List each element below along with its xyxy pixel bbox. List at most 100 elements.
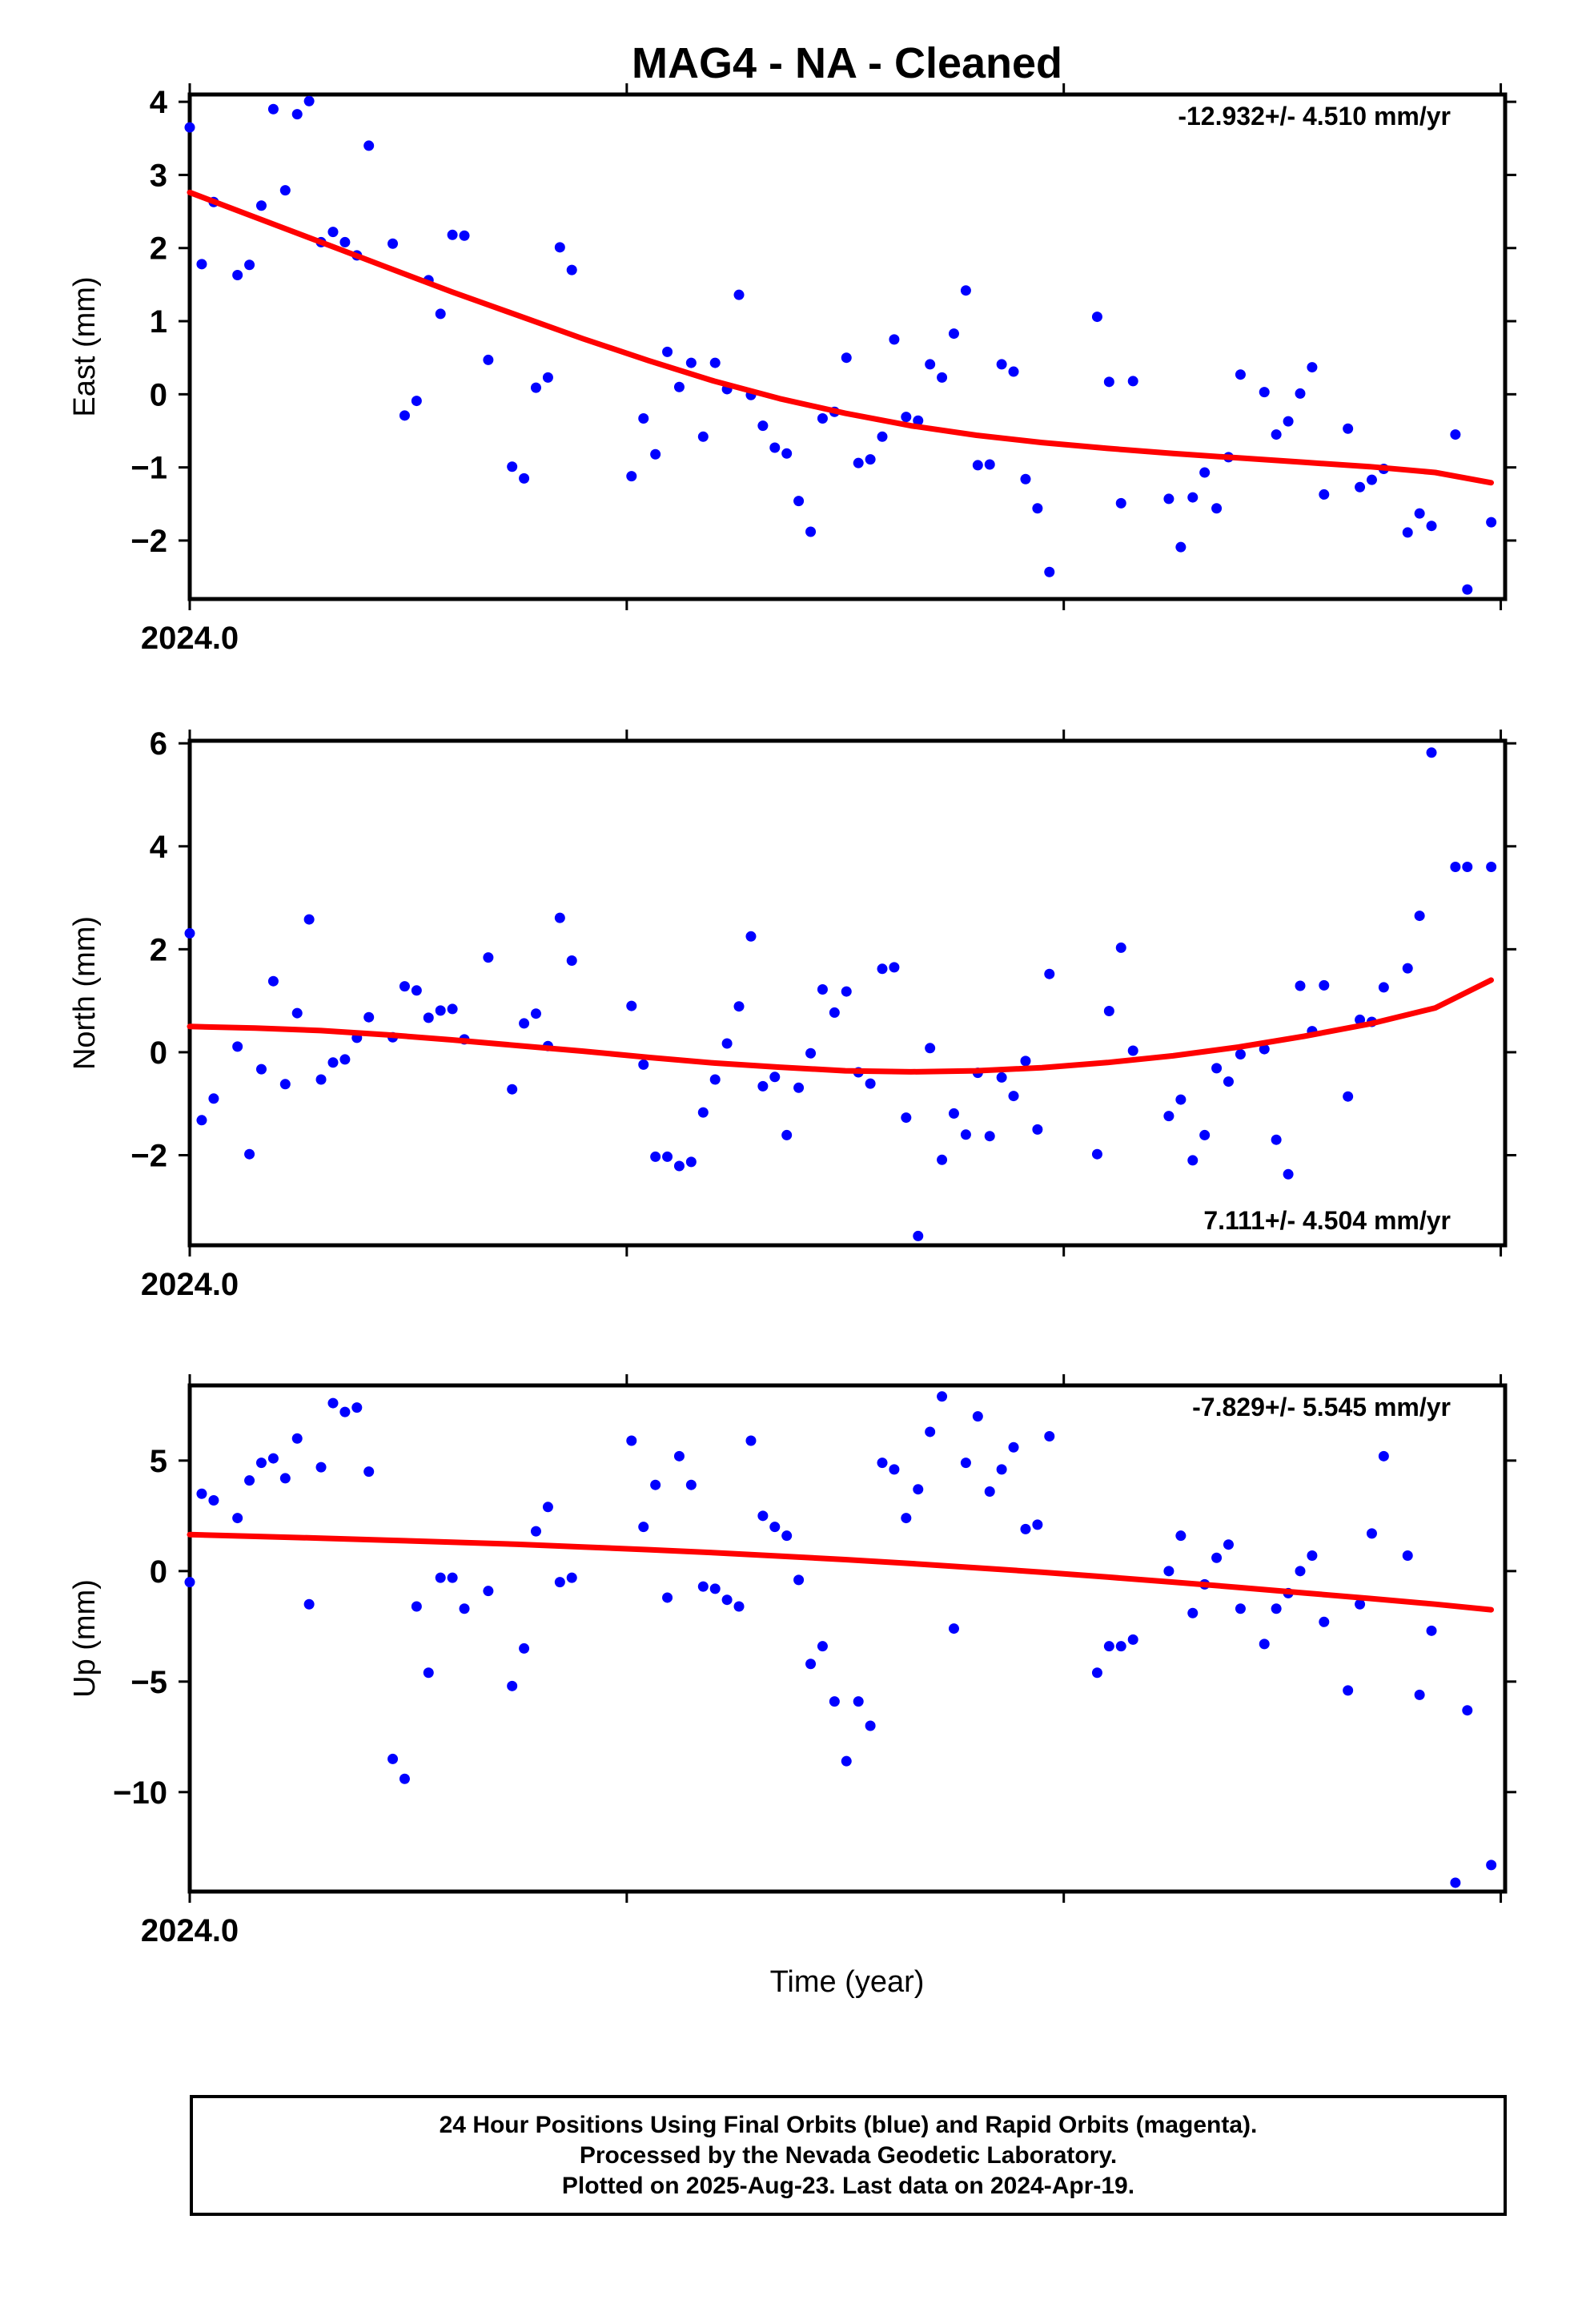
data-point: [1295, 980, 1306, 991]
data-point: [327, 227, 339, 238]
data-point: [781, 1129, 793, 1140]
data-point: [733, 1001, 745, 1012]
data-point: [709, 357, 721, 368]
data-point: [769, 1072, 781, 1083]
data-point: [507, 461, 518, 472]
data-point: [757, 420, 769, 432]
data-point: [291, 109, 303, 120]
data-point: [1426, 1625, 1437, 1636]
data-point: [566, 264, 577, 275]
data-point: [184, 1577, 195, 1588]
data-point: [339, 1054, 351, 1065]
data-point: [817, 984, 828, 995]
data-point: [937, 372, 948, 383]
data-point: [769, 442, 781, 453]
data-point: [267, 975, 279, 987]
data-point: [721, 1594, 733, 1606]
data-point: [1414, 1689, 1425, 1700]
data-point: [650, 1479, 661, 1490]
data-point: [913, 1230, 924, 1241]
data-point: [937, 1154, 948, 1165]
data-point: [1008, 1441, 1019, 1453]
data-point: [829, 1696, 840, 1707]
data-point: [1414, 508, 1425, 519]
y-tick-label: −2: [130, 524, 167, 559]
data-point: [507, 1084, 518, 1095]
data-point: [1008, 366, 1019, 377]
data-point: [889, 1464, 900, 1475]
plot-frame: [187, 92, 1508, 601]
data-point: [1271, 429, 1282, 440]
data-point: [1103, 1641, 1114, 1652]
data-point: [1175, 541, 1186, 553]
data-point: [208, 1093, 219, 1104]
data-point: [1211, 1552, 1223, 1563]
data-point: [817, 412, 828, 424]
footer-line-1: 24 Hour Positions Using Final Orbits (bl…: [439, 2111, 1258, 2138]
data-point: [542, 1502, 553, 1513]
data-point: [1032, 503, 1043, 514]
data-point: [925, 359, 936, 370]
data-point: [889, 962, 900, 973]
data-point: [459, 1603, 470, 1614]
data-point: [1091, 312, 1102, 323]
plot-frame: [187, 738, 1508, 1248]
data-point: [960, 1458, 971, 1469]
data-point: [315, 1462, 327, 1473]
data-point: [745, 1435, 757, 1446]
data-point: [530, 1008, 541, 1019]
data-point: [1175, 1530, 1186, 1542]
y-axis-label: Up (mm): [68, 1579, 102, 1698]
data-point: [447, 1572, 458, 1583]
data-point: [1127, 376, 1138, 387]
data-point: [1127, 1634, 1138, 1645]
data-point: [1008, 1091, 1019, 1102]
x-tick-label: 2024.0: [141, 1267, 239, 1302]
y-tick-label: 0: [150, 377, 167, 412]
data-point: [650, 1151, 661, 1162]
data-point: [1486, 862, 1497, 872]
data-point: [303, 95, 315, 107]
data-point: [1044, 968, 1055, 979]
data-point: [638, 412, 649, 424]
data-point: [1032, 1519, 1043, 1530]
data-point: [255, 1458, 267, 1469]
data-point: [507, 1680, 518, 1691]
panel-2: −2 0 2 4 6 2024.0 North (mm) 7.111+/- 4.504 mm/…: [68, 726, 1516, 1302]
data-point: [483, 1586, 494, 1597]
data-point: [626, 1000, 637, 1011]
data-point: [1091, 1667, 1102, 1679]
data-point: [1343, 1685, 1354, 1696]
data-point: [745, 931, 757, 942]
data-point: [960, 1129, 971, 1140]
data-point: [650, 448, 661, 460]
data-point: [877, 1458, 888, 1469]
rate-label: -12.932+/- 4.510 mm/yr: [1178, 102, 1451, 131]
data-point: [339, 236, 351, 247]
data-point: [1211, 1063, 1223, 1074]
data-point: [877, 431, 888, 442]
data-point: [865, 1078, 876, 1089]
data-point: [411, 396, 422, 407]
data-point: [1044, 1430, 1055, 1441]
y-tick-label: 4: [150, 830, 168, 865]
data-point: [1103, 1006, 1114, 1016]
data-point: [877, 963, 888, 975]
data-point: [1044, 566, 1055, 577]
data-point: [1283, 1168, 1294, 1180]
data-point: [685, 1156, 697, 1168]
data-point: [1115, 1641, 1126, 1652]
y-tick-label: 6: [150, 726, 167, 762]
data-point: [1402, 527, 1413, 538]
data-point: [399, 410, 410, 421]
data-point: [519, 1018, 530, 1029]
data-point: [662, 1592, 673, 1603]
data-point: [566, 955, 577, 966]
y-tick-label: 1: [150, 304, 167, 340]
data-point: [733, 1601, 745, 1612]
panel-3: −10 −5 0 5 2024.0 Up (mm) -7.829+/- 5.545 mm/y…: [68, 1374, 1516, 1948]
panel-1: −2 −1 0 1 2 3 4 2024.0 East (mm) -12.932+/- 4.510…: [68, 83, 1516, 656]
data-point: [1355, 481, 1366, 493]
data-point: [673, 381, 685, 392]
data-point: [387, 1753, 399, 1764]
